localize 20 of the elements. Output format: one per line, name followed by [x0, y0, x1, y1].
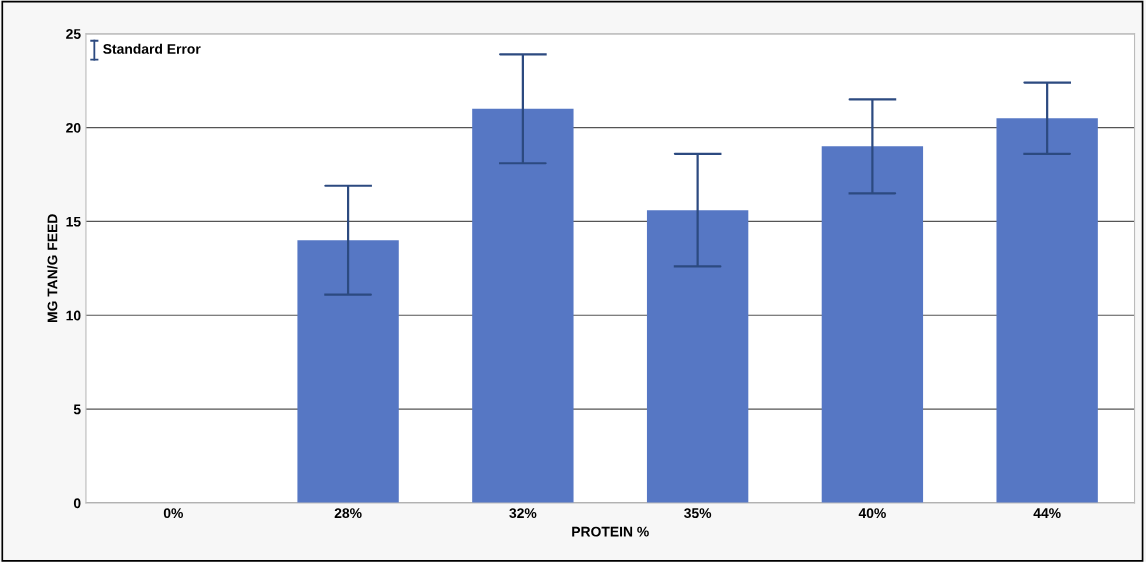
y-tick-label: 25 [66, 29, 81, 39]
y-tick-label: 0 [73, 498, 81, 509]
y-axis-title: MG TAN/G FEED [47, 214, 58, 323]
y-tick-label: 5 [73, 404, 81, 415]
annotation: Standard Error [103, 43, 201, 54]
x-axis-title: PROTEIN % [572, 526, 649, 537]
x-tick-label: 44% [1033, 508, 1061, 519]
bar [646, 210, 749, 503]
y-tick-label: 20 [66, 122, 81, 133]
x-tick-label: 32% [509, 508, 537, 519]
bar [297, 240, 399, 503]
x-tick-label: 35% [684, 508, 712, 519]
bar [821, 146, 924, 503]
bar [996, 118, 1098, 503]
bar [472, 108, 574, 503]
x-tick-label: 28% [334, 508, 362, 519]
y-tick-label: 15 [66, 216, 81, 227]
y-tick-label: 10 [66, 310, 81, 321]
x-tick-label: 0% [163, 508, 183, 519]
x-tick-label: 40% [858, 508, 886, 519]
